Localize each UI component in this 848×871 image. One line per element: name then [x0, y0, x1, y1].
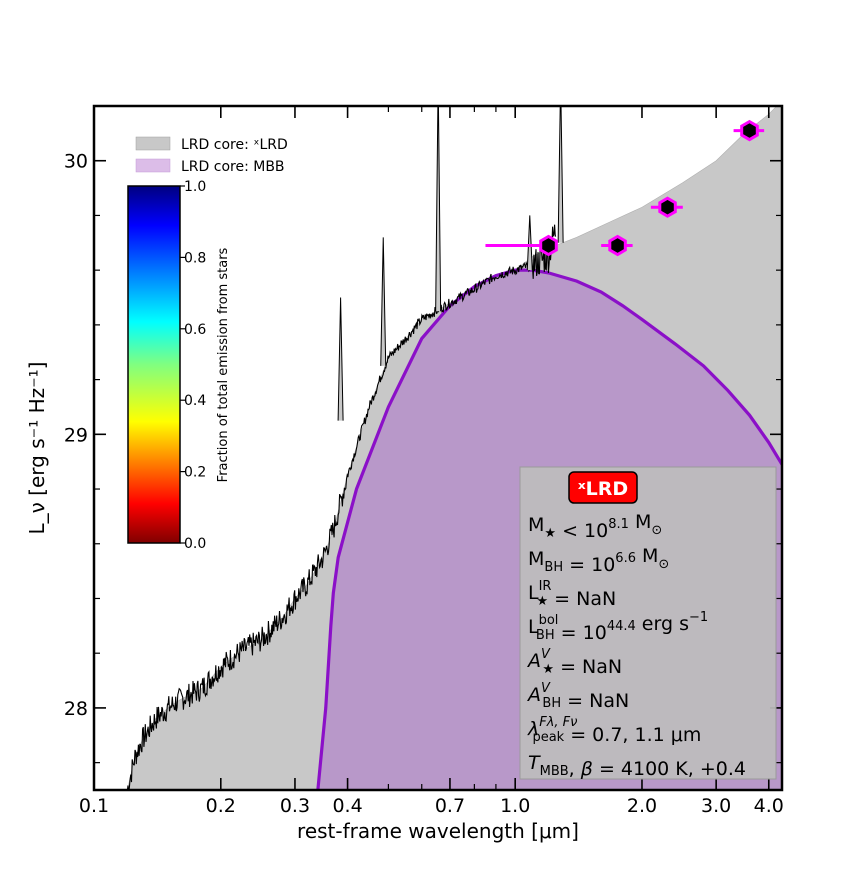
xlrd-badge-text: ˣLRD — [578, 478, 628, 500]
info-box-background — [519, 466, 777, 780]
legend-swatch-mbb — [135, 158, 171, 173]
legend-swatch-xlrd — [135, 136, 171, 151]
spectrum-line — [126, 224, 557, 790]
emission-line-spike-1 — [380, 237, 387, 366]
x-tick-label: 3.0 — [701, 795, 731, 817]
colorbar-tick-label: 0.6 — [184, 322, 206, 338]
emission-line-spike-0 — [337, 297, 344, 421]
y-tick-label: 29 — [64, 424, 88, 446]
info-line-6: λFλ, Fν peak = 0.7, 1.1 μm — [527, 715, 701, 746]
photometry-point-3 — [740, 119, 759, 142]
colorbar-tick-label: 0.2 — [184, 465, 206, 481]
x-tick-label: 0.1 — [79, 795, 109, 817]
y-tick-label: 28 — [64, 698, 88, 720]
y-axis-label: L_ν [erg s⁻¹ Hz⁻¹] — [25, 362, 49, 535]
x-tick-label: 0.7 — [435, 795, 465, 817]
colorbar-tick-label: 1.0 — [184, 179, 206, 195]
info-line-2: LIR ★ = NaN — [528, 579, 616, 610]
x-tick-label: 0.2 — [206, 795, 236, 817]
colorbar: 0.0 0.2 0.4 0.6 0.8 1.0 Fraction of total emi… — [127, 179, 231, 552]
x-tick-label: 4.0 — [754, 795, 784, 817]
info-line-0: M★ < 108.1 M⊙ — [528, 511, 662, 542]
x-tick-label: 1.0 — [500, 795, 530, 817]
info-line-7: TMBB, β = 4100 K, +0.4 — [528, 752, 746, 780]
y-tick-label: 30 — [64, 151, 88, 173]
x-axis-label: rest-frame wavelength [μm] — [297, 819, 579, 843]
colorbar-tick-label: 0.0 — [184, 536, 206, 552]
colorbar-label: Fraction of total emission from stars — [216, 247, 231, 482]
info-line-1: MBH = 106.6 M⊙ — [528, 545, 669, 576]
emission-line-spike-2 — [435, 106, 442, 312]
info-line-5: AV BH = NaN — [526, 681, 629, 712]
x-tick-label: 0.4 — [332, 795, 362, 817]
info-box: ˣLRD M★ < 108.1 M⊙MBH = 106.6 M⊙LIR ★ = N… — [519, 466, 777, 780]
info-line-4: AV ★ = NaN — [526, 647, 622, 678]
legend-label-xlrd: LRD core: ˣLRD — [181, 137, 288, 153]
colorbar-gradient — [127, 185, 181, 544]
photometry-point-1 — [608, 234, 627, 257]
legend-label-mbb: LRD core: MBB — [181, 159, 285, 175]
photometry-point-0 — [539, 234, 558, 257]
axes-frame — [92, 104, 784, 792]
colorbar-tick-label: 0.4 — [184, 393, 206, 409]
photometry-point-2 — [658, 196, 677, 218]
legend: LRD core: ˣLRD LRD core: MBB — [135, 136, 288, 175]
xlrd-badge — [568, 471, 638, 504]
info-line-3: Lbol BH = 1044.4 erg s−1 — [528, 610, 708, 644]
mbb-model-curve — [316, 268, 782, 790]
emission-line-spike-4 — [557, 106, 564, 243]
x-tick-label: 2.0 — [627, 795, 657, 817]
x-tick-label: 0.3 — [280, 795, 310, 817]
emission-line-spike-3 — [526, 215, 533, 271]
colorbar-tick-label: 0.8 — [184, 250, 206, 266]
